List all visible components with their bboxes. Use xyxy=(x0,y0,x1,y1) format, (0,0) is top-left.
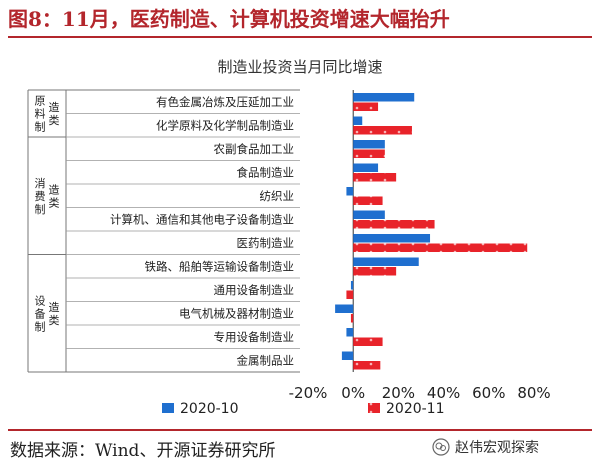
title-divider xyxy=(8,36,592,38)
bar-2020-10 xyxy=(346,328,354,337)
bar-2020-10 xyxy=(346,187,354,196)
bar-2020-11 xyxy=(353,220,435,229)
bar-2020-10 xyxy=(353,116,363,125)
bar-2020-10 xyxy=(353,140,385,149)
legend-label: 2020-10 xyxy=(180,401,239,417)
category-label: 医药制造业 xyxy=(237,236,295,250)
x-tick-label: 40% xyxy=(427,384,460,402)
group-label: 设备制造类 xyxy=(35,294,60,333)
source-note: 数据来源：Wind、开源证券研究所 xyxy=(10,441,276,461)
category-label: 农副食品加工业 xyxy=(214,142,295,156)
bar-2020-11 xyxy=(353,361,381,370)
bar-2020-11 xyxy=(353,337,383,346)
x-tick-label: 80% xyxy=(517,384,550,402)
x-tick-label: 0% xyxy=(341,384,365,402)
category-label: 计算机、通信和其他电子设备制造业 xyxy=(110,212,294,226)
chart-title: 制造业投资当月同比增速 xyxy=(217,58,382,76)
bar-2020-10 xyxy=(353,93,415,102)
x-tick-label: -20% xyxy=(289,384,328,402)
category-label: 有色金属冶炼及压延加工业 xyxy=(156,95,294,109)
bar-2020-11 xyxy=(353,149,385,158)
bottom-divider xyxy=(8,429,592,431)
bar-2020-11 xyxy=(353,243,528,252)
watermark: 赵伟宏观探索 xyxy=(432,437,539,457)
category-label: 铁路、船舶等运输设备制造业 xyxy=(145,259,295,273)
bar-2020-10 xyxy=(353,234,431,243)
legend-swatch xyxy=(162,403,174,413)
category-label: 通用设备制造业 xyxy=(214,283,295,297)
x-tick-label: 60% xyxy=(472,384,505,402)
category-label: 电气机械及器材制造业 xyxy=(179,306,294,320)
wechat-icon xyxy=(432,438,450,456)
bar-2020-10 xyxy=(335,304,354,313)
bar-2020-11 xyxy=(353,173,397,182)
watermark-text: 赵伟宏观探索 xyxy=(455,440,539,456)
category-label: 纺织业 xyxy=(260,189,295,203)
bar-2020-10 xyxy=(353,210,385,219)
bar-2020-11 xyxy=(353,196,383,205)
group-label: 原料制造类 xyxy=(35,95,60,134)
category-label: 金属制品业 xyxy=(237,353,295,367)
chart-container: 制造业投资当月同比增速 原料制造类消费制造类设备制造类 有色金属冶炼及压延加工业… xyxy=(0,40,600,424)
group-label: 消费制造类 xyxy=(35,176,60,216)
bar-2020-10 xyxy=(353,163,379,172)
legend-swatch xyxy=(368,403,380,413)
bar-2020-10 xyxy=(341,351,354,360)
bar-2020-11 xyxy=(350,314,354,323)
figure-title: 图8：11月，医药制造、计算机投资增速大幅抬升 xyxy=(8,7,450,31)
legend-label: 2020-11 xyxy=(386,401,445,417)
bar-2020-11 xyxy=(353,267,397,276)
bar-2020-10 xyxy=(350,281,354,290)
x-tick-label: 20% xyxy=(382,384,415,402)
category-label: 化学原料及化学制品制造业 xyxy=(156,118,294,132)
bar-2020-11 xyxy=(353,102,379,111)
category-label: 专用设备制造业 xyxy=(214,330,295,344)
bar-2020-10 xyxy=(353,257,419,266)
bar-2020-11 xyxy=(346,290,354,299)
category-label: 食品制造业 xyxy=(237,165,295,179)
bar-2020-11 xyxy=(353,126,412,135)
